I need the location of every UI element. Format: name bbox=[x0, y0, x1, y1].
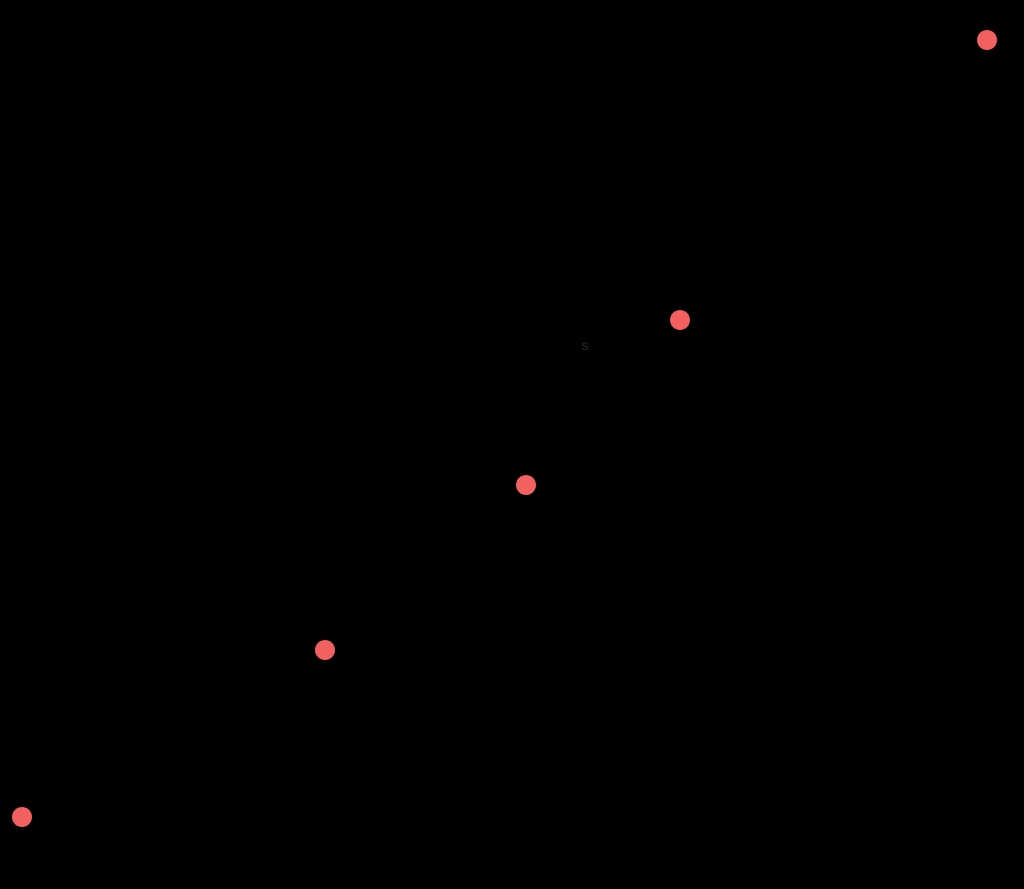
scatter-point bbox=[670, 310, 690, 330]
scatter-chart: s bbox=[0, 0, 1024, 889]
scatter-point bbox=[315, 640, 335, 660]
scatter-point bbox=[12, 807, 32, 827]
scatter-point bbox=[516, 475, 536, 495]
chart-marker-label: s bbox=[582, 337, 589, 353]
scatter-point bbox=[977, 30, 997, 50]
